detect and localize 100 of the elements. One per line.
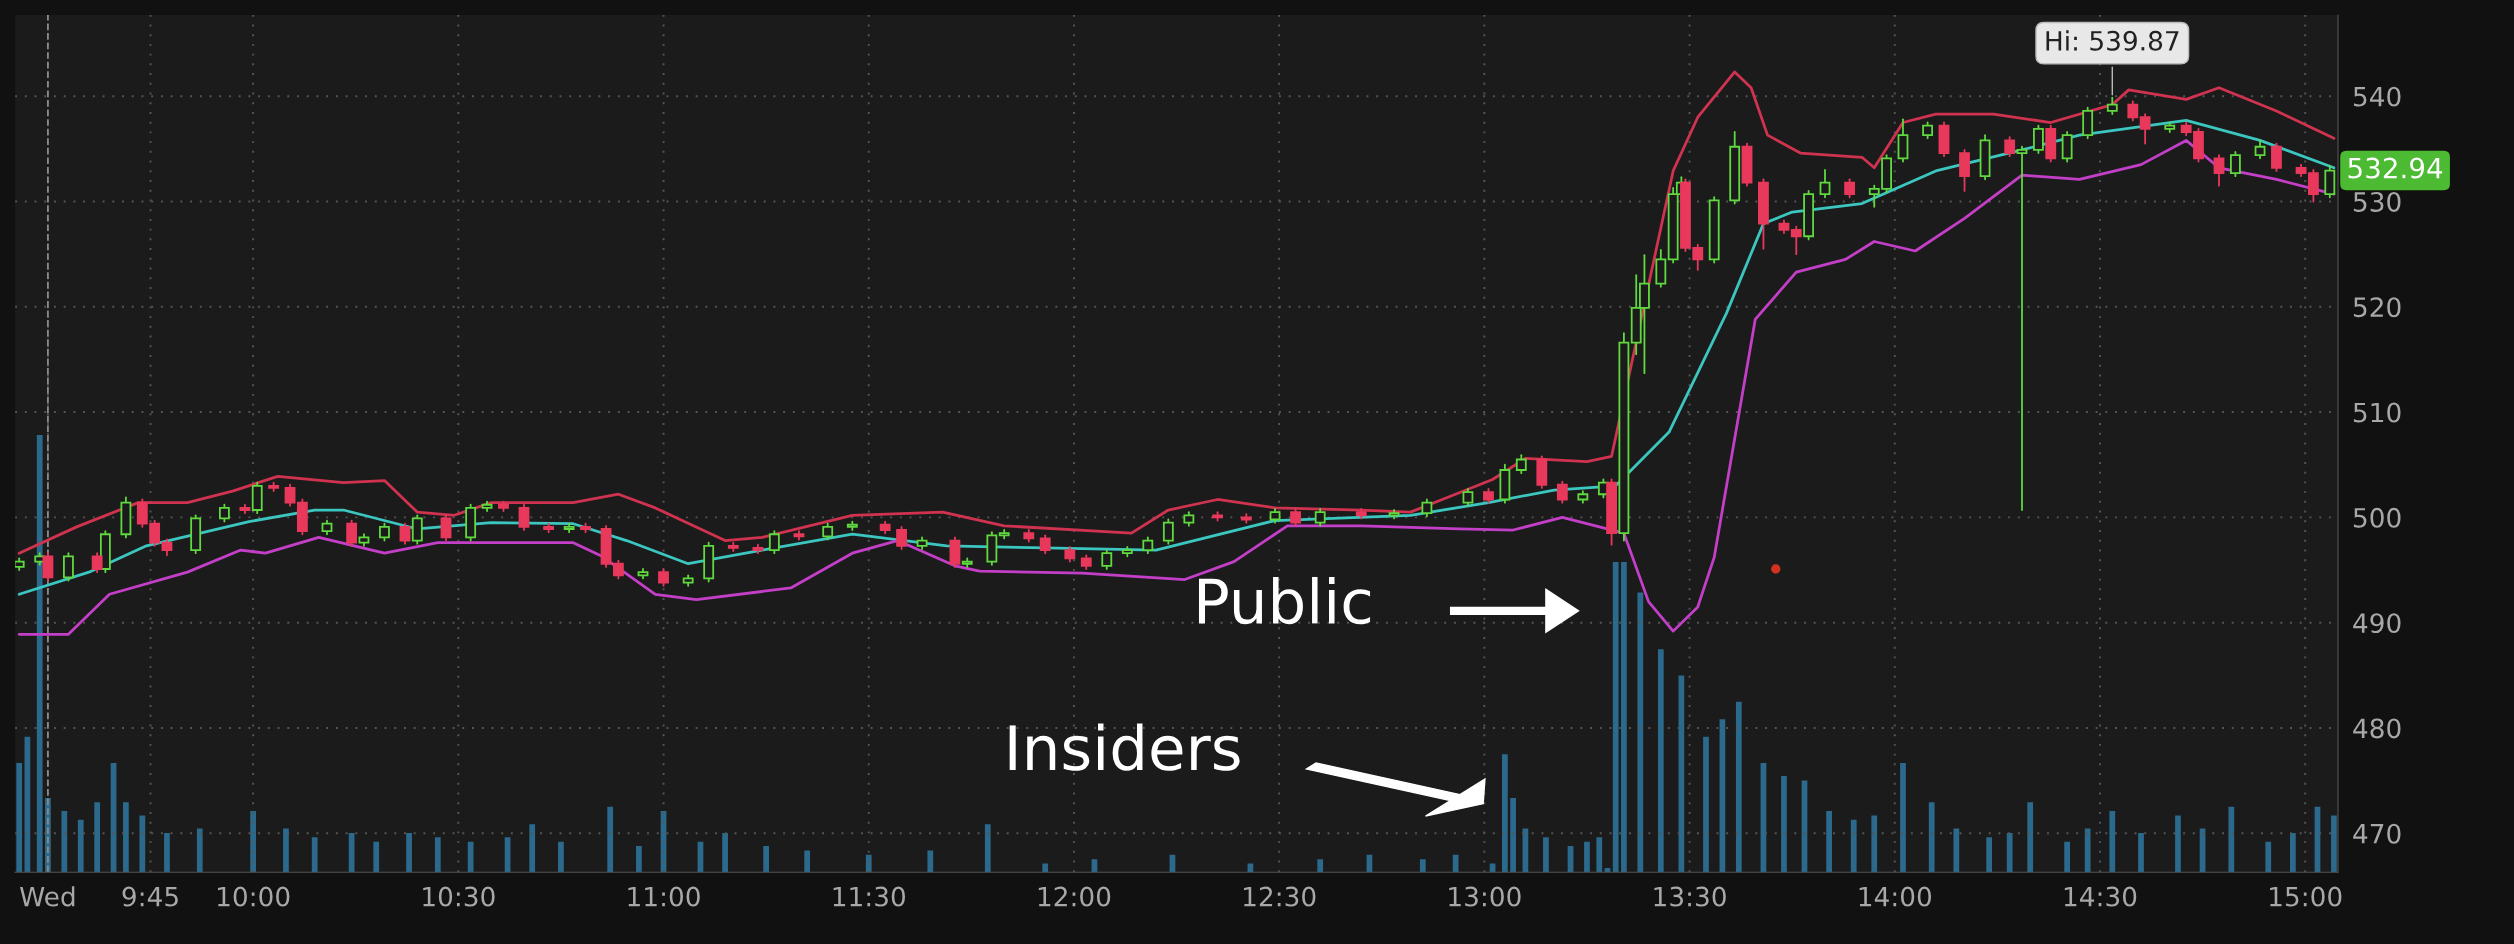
bar	[373, 841, 380, 873]
candlestick	[2016, 145, 2028, 511]
y-tick-label: 520	[2353, 297, 2401, 318]
x-tick-label: 13:00	[1449, 886, 1521, 907]
bar	[139, 815, 146, 873]
x-tick-label: 9:45	[122, 886, 178, 907]
candlestick	[440, 514, 452, 542]
annotation: Insiders	[1009, 723, 1240, 771]
bar	[529, 824, 536, 873]
bar	[722, 832, 728, 873]
candlestick	[1897, 118, 1909, 163]
bar	[1678, 675, 1685, 873]
candlestick	[2139, 113, 2151, 145]
bar	[2290, 832, 2296, 873]
candlestick	[949, 536, 961, 568]
bar	[123, 802, 129, 873]
candlestick	[284, 483, 296, 507]
bar	[927, 850, 934, 873]
candlestick	[2004, 136, 2016, 158]
candlestick	[2127, 100, 2139, 122]
candlestick	[346, 519, 358, 547]
x-tick-label: 14:30	[2064, 886, 2137, 907]
bar	[1953, 828, 1960, 873]
bar	[1781, 776, 1787, 873]
bar	[2006, 832, 2013, 873]
bar	[1703, 736, 1709, 873]
candlestick	[2229, 151, 2241, 178]
bar	[1637, 592, 1644, 873]
bar	[16, 762, 23, 873]
annotation: Hi: 539.87	[2046, 30, 2179, 51]
bar	[283, 828, 289, 873]
bar	[1510, 797, 1516, 873]
annotation: Public	[1198, 576, 1371, 625]
candlestick	[2271, 142, 2282, 172]
bar	[1502, 754, 1508, 873]
bar	[1735, 701, 1742, 873]
candlestick	[411, 514, 423, 545]
candlestick	[2061, 131, 2073, 163]
bar	[558, 841, 564, 873]
bar	[2265, 841, 2272, 873]
bar	[1419, 859, 1426, 873]
candlestick	[896, 525, 907, 550]
bar	[434, 837, 441, 873]
bar	[1986, 837, 1993, 873]
bar	[1928, 802, 1935, 873]
bar	[2175, 815, 2181, 873]
candlestick	[768, 530, 780, 555]
bar	[636, 846, 642, 873]
bar	[250, 811, 256, 873]
bar	[1826, 811, 1832, 873]
x-tick-label: 11:00	[628, 886, 700, 907]
bar	[2064, 841, 2071, 873]
bar	[1612, 561, 1619, 873]
y-tick-label: 510	[2353, 402, 2401, 423]
bar	[1042, 863, 1049, 873]
candlestick	[63, 552, 74, 582]
bar	[2084, 828, 2091, 873]
bar	[2109, 811, 2116, 873]
candlestick	[1162, 518, 1174, 545]
candlestick	[2213, 154, 2225, 187]
x-tick-label: 13:30	[1654, 886, 1726, 907]
candlestick	[2032, 124, 2044, 154]
x-tick-label: 12:00	[1038, 886, 1111, 907]
bar	[406, 832, 412, 873]
bar	[164, 832, 170, 873]
bar	[36, 435, 43, 873]
bar	[1871, 815, 1878, 873]
bar	[1584, 841, 1590, 873]
candlestick	[42, 552, 54, 582]
x-tick-label: 15:00	[2270, 886, 2342, 907]
bar	[61, 811, 68, 873]
candlestick	[399, 522, 411, 545]
bar	[1621, 561, 1627, 873]
bar	[1452, 854, 1459, 873]
bar	[2027, 802, 2034, 873]
bar	[2331, 815, 2337, 873]
bar	[804, 850, 811, 873]
candlestick	[1556, 480, 1568, 504]
candlestick	[1819, 168, 1831, 199]
y-tick-label: 490	[2353, 613, 2401, 634]
bar	[77, 819, 84, 873]
line-series	[17, 70, 2336, 555]
bar	[984, 824, 991, 873]
bar	[1596, 837, 1603, 873]
y-tick-label: 540	[2353, 86, 2401, 107]
bar	[467, 841, 474, 873]
bar	[2228, 806, 2235, 873]
candlestick	[1101, 549, 1113, 570]
candlestick	[91, 552, 103, 574]
annotation: 532.94	[2348, 157, 2443, 179]
candlestick	[1790, 225, 1802, 256]
x-tick-label: 11:30	[833, 886, 906, 907]
y-tick-label: 480	[2353, 718, 2401, 739]
x-tick-label: 12:30	[1244, 886, 1316, 907]
bar	[311, 837, 318, 873]
bar	[1317, 859, 1324, 873]
bar	[763, 846, 770, 873]
y-tick-label: 500	[2353, 507, 2401, 528]
bar	[94, 802, 101, 873]
bar	[196, 828, 203, 873]
